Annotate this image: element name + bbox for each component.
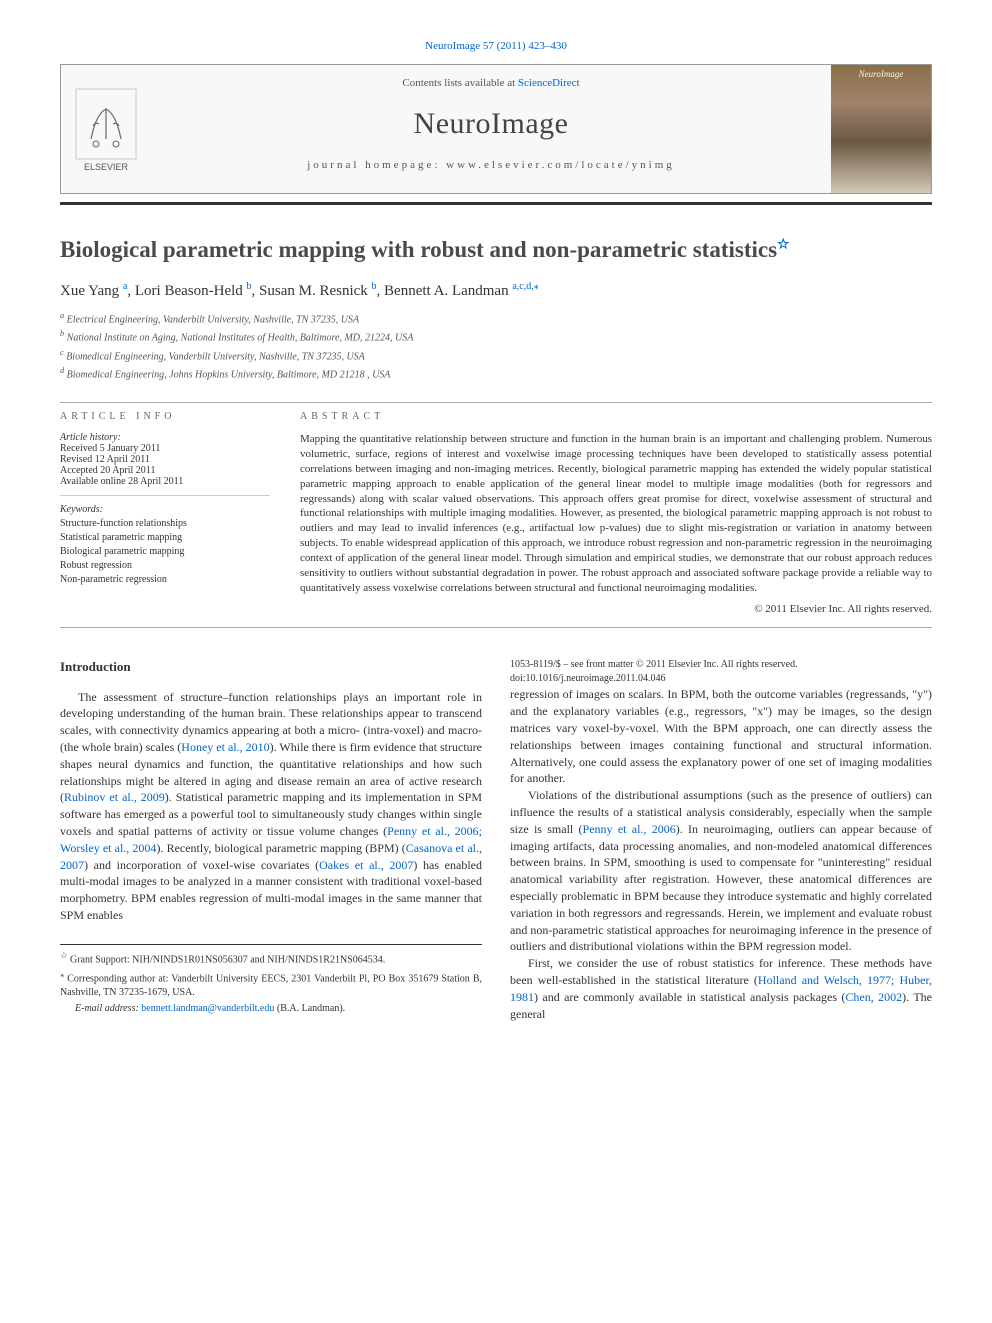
header-center: Contents lists available at ScienceDirec… (151, 65, 831, 193)
intro-paragraph-2: Violations of the distributional assumpt… (510, 787, 932, 955)
footnote-text: Corresponding author at: Vanderbilt Univ… (60, 973, 482, 998)
grant-footnote: ☆ Grant Support: NIH/NINDS1R01NS056307 a… (60, 950, 482, 967)
keywords-list: Structure-function relationships Statist… (60, 517, 270, 587)
article-info-column: article info Article history: Received 5… (60, 411, 270, 615)
journal-cover-thumbnail: NeuroImage (831, 65, 931, 193)
homepage-label: journal homepage: (307, 159, 446, 171)
section-rule-top (60, 402, 932, 403)
homepage-url: www.elsevier.com/locate/ynimg (446, 159, 675, 171)
corresponding-footnote: ⁎ Corresponding author at: Vanderbilt Un… (60, 969, 482, 1000)
author-1: Xue Yang a (60, 283, 127, 299)
text: ). Recently, biological parametric mappi… (156, 841, 405, 855)
keyword: Non-parametric regression (60, 573, 270, 587)
affil-text: Electrical Engineering, Vanderbilt Unive… (67, 314, 359, 325)
publisher-logo: ELSEVIER (61, 65, 151, 193)
header-rule (60, 202, 932, 205)
author-name: Bennett A. Landman (384, 283, 509, 299)
citation-link[interactable]: Oakes et al., 2007 (319, 858, 413, 872)
text: ) and are commonly available in statisti… (534, 990, 845, 1004)
author-3: Susan M. Resnick b (259, 283, 377, 299)
abstract-text: Mapping the quantitative relationship be… (300, 432, 932, 595)
article-title: Biological parametric mapping with robus… (60, 235, 932, 265)
affil-link[interactable]: a,c,d, (512, 281, 533, 292)
text: ) and incorporation of voxel-wise covari… (84, 858, 319, 872)
journal-header: ELSEVIER Contents lists available at Sci… (60, 64, 932, 194)
keyword: Structure-function relationships (60, 517, 270, 531)
history-label: Article history: (60, 432, 270, 443)
body-two-columns: Introduction The assessment of structure… (60, 658, 932, 1026)
affil-text: National Institute on Aging, National In… (67, 333, 414, 344)
footer-meta: 1053-8119/$ – see front matter © 2011 El… (510, 658, 932, 686)
author-name: Lori Beason-Held (135, 283, 243, 299)
text: ). In neuroimaging, outliers can appear … (510, 822, 932, 954)
email-label: E-mail address: (75, 1003, 141, 1014)
cover-label: NeuroImage (859, 69, 904, 79)
contents-line: Contents lists available at ScienceDirec… (151, 77, 831, 89)
citation-link[interactable]: Honey et al., 2010 (181, 740, 269, 754)
article-history: Article history: Received 5 January 2011… (60, 432, 270, 496)
abstract-heading: abstract (300, 411, 932, 422)
affil-link[interactable]: b (247, 281, 252, 292)
intro-heading: Introduction (60, 658, 482, 676)
authors-line: Xue Yang a, Lori Beason-Held b, Susan M.… (60, 281, 932, 300)
contents-prefix: Contents lists available at (402, 77, 517, 89)
affil-link[interactable]: b (372, 281, 377, 292)
keyword: Robust regression (60, 559, 270, 573)
revised-date: Revised 12 April 2011 (60, 454, 270, 465)
keyword: Biological parametric mapping (60, 545, 270, 559)
info-abstract-row: article info Article history: Received 5… (60, 411, 932, 615)
top-citation: NeuroImage 57 (2011) 423–430 (60, 40, 932, 52)
affil-link[interactable]: a (123, 281, 127, 292)
intro-paragraph-1: The assessment of structure–function rel… (60, 689, 482, 924)
doi-line: doi:10.1016/j.neuroimage.2011.04.046 (510, 672, 932, 686)
issn-line: 1053-8119/$ – see front matter © 2011 El… (510, 658, 932, 672)
received-date: Received 5 January 2011 (60, 443, 270, 454)
footnote-text: Grant Support: NIH/NINDS1R01NS056307 and… (70, 954, 385, 965)
author-name: Susan M. Resnick (259, 283, 368, 299)
intro-paragraph-1-cont: regression of images on scalars. In BPM,… (510, 686, 932, 787)
intro-paragraph-3: First, we consider the use of robust sta… (510, 955, 932, 1022)
affiliation-b: b National Institute on Aging, National … (60, 328, 932, 345)
accepted-date: Accepted 20 April 2011 (60, 465, 270, 476)
email-link[interactable]: bennett.landman@vanderbilt.edu (141, 1003, 274, 1014)
affil-text: Biomedical Engineering, Johns Hopkins Un… (67, 369, 391, 380)
homepage-line: journal homepage: www.elsevier.com/locat… (151, 159, 831, 171)
email-who: (B.A. Landman). (274, 1003, 345, 1014)
citation-link[interactable]: Penny et al., 2006 (583, 822, 676, 836)
affiliation-a: a Electrical Engineering, Vanderbilt Uni… (60, 310, 932, 327)
author-4: Bennett A. Landman a,c,d,⁎ (384, 283, 539, 299)
svg-text:ELSEVIER: ELSEVIER (84, 162, 129, 172)
citation-link[interactable]: Rubinov et al., 2009 (64, 790, 165, 804)
affiliation-c: c Biomedical Engineering, Vanderbilt Uni… (60, 347, 932, 364)
abstract-column: abstract Mapping the quantitative relati… (300, 411, 932, 615)
keyword: Statistical parametric mapping (60, 531, 270, 545)
section-rule-bottom (60, 627, 932, 628)
author-name: Xue Yang (60, 283, 119, 299)
citation-link[interactable]: Chen, 2002 (845, 990, 902, 1004)
sciencedirect-link[interactable]: ScienceDirect (518, 77, 580, 89)
title-footnote-star[interactable]: ☆ (777, 237, 790, 252)
keywords-label: Keywords: (60, 504, 270, 515)
journal-name: NeuroImage (151, 107, 831, 141)
title-text: Biological parametric mapping with robus… (60, 237, 777, 262)
corresponding-link[interactable]: ⁎ (534, 281, 539, 292)
affil-text: Biomedical Engineering, Vanderbilt Unive… (66, 351, 365, 362)
footnotes: ☆ Grant Support: NIH/NINDS1R01NS056307 a… (60, 944, 482, 1017)
affiliation-d: d Biomedical Engineering, Johns Hopkins … (60, 365, 932, 382)
affiliations: a Electrical Engineering, Vanderbilt Uni… (60, 310, 932, 382)
online-date: Available online 28 April 2011 (60, 476, 270, 487)
abstract-copyright: © 2011 Elsevier Inc. All rights reserved… (300, 603, 932, 615)
author-2: Lori Beason-Held b (135, 283, 252, 299)
info-heading: article info (60, 411, 270, 422)
email-footnote: E-mail address: bennett.landman@vanderbi… (60, 1002, 482, 1016)
